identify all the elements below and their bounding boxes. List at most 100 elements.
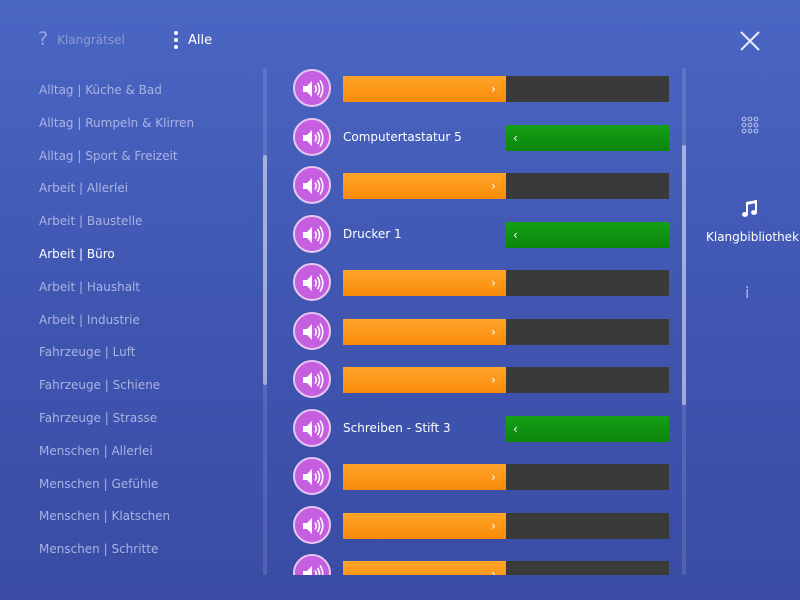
play-sound-button[interactable]	[293, 457, 331, 495]
speaker-icon	[303, 177, 324, 195]
grid-icon	[741, 116, 759, 134]
close-button[interactable]	[738, 29, 762, 53]
speaker-icon	[303, 419, 324, 438]
sound-library-label: Klangbibliothek	[706, 230, 799, 244]
category-item[interactable]: Arbeit | Allerlei	[39, 181, 129, 196]
reveal-answer-bar[interactable]: ›	[343, 464, 669, 490]
sound-name: Computertastatur 5	[343, 129, 462, 144]
filter-all-button[interactable]: Alle	[174, 31, 212, 49]
category-item[interactable]: Fahrzeuge | Luft	[39, 345, 136, 360]
sound-quiz-label: Klangrätsel	[57, 32, 125, 47]
header: ? Klangrätsel Alle	[0, 0, 800, 70]
reveal-bar-fill	[343, 173, 506, 199]
category-item[interactable]: Arbeit | Industrie	[39, 312, 140, 327]
chevron-left-icon: ‹	[513, 227, 518, 242]
reveal-bar-fill	[343, 512, 506, 539]
play-sound-button[interactable]	[293, 117, 331, 156]
nav-info-button[interactable]: i	[745, 283, 755, 303]
chevron-right-icon: ›	[491, 470, 496, 484]
reveal-answer-bar[interactable]: ›	[343, 512, 669, 539]
filter-all-label: Alle	[188, 32, 213, 48]
sound-row: ›	[290, 456, 675, 496]
category-item[interactable]: Fahrzeuge | Schiene	[39, 378, 161, 393]
chevron-left-icon: ‹	[513, 130, 518, 145]
chevron-right-icon: ›	[491, 324, 496, 339]
play-sound-button[interactable]	[293, 311, 331, 350]
speaker-icon	[303, 565, 324, 575]
reveal-bar-fill	[343, 464, 506, 490]
speaker-icon	[303, 322, 324, 341]
sound-row: ›	[290, 553, 675, 575]
reveal-bar-fill	[343, 318, 506, 345]
vertical-dots-icon	[174, 31, 178, 49]
reveal-answer-bar[interactable]: ›	[343, 76, 669, 102]
sound-name: Drucker 1	[343, 226, 402, 241]
sound-row: ›	[290, 165, 675, 205]
hide-answer-button[interactable]: ‹	[506, 221, 669, 248]
reveal-bar-fill	[343, 270, 506, 296]
chevron-right-icon: ›	[491, 276, 496, 290]
play-sound-button[interactable]	[293, 214, 331, 253]
category-item[interactable]: Menschen | Allerlei	[39, 443, 153, 458]
category-item[interactable]: Arbeit | Baustelle	[39, 214, 143, 229]
speaker-icon	[303, 516, 324, 535]
reveal-answer-bar[interactable]: ›	[343, 173, 669, 199]
category-scrollbar-thumb[interactable]	[263, 155, 267, 385]
category-scrollbar-track[interactable]	[263, 68, 267, 575]
play-sound-button[interactable]	[293, 505, 331, 544]
sound-name: Schreiben - Stift 3	[343, 420, 451, 435]
sound-quiz-tab[interactable]: ? Klangrätsel	[38, 30, 125, 49]
question-mark-icon: ?	[38, 28, 49, 50]
speaker-icon	[303, 80, 324, 98]
category-item[interactable]: Arbeit | Haushalt	[39, 279, 141, 294]
sound-row: ›	[290, 311, 675, 351]
reveal-bar-fill	[343, 367, 506, 393]
speaker-icon	[303, 371, 324, 389]
category-item[interactable]: Menschen | Schritte	[39, 542, 159, 557]
nav-grid-button[interactable]	[741, 116, 759, 134]
play-sound-button[interactable]	[293, 554, 331, 575]
category-item[interactable]: Menschen | Klatschen	[39, 509, 171, 524]
reveal-answer-bar[interactable]: ›	[343, 270, 669, 296]
reveal-bar-fill	[343, 76, 506, 102]
reveal-answer-bar[interactable]: ›	[343, 367, 669, 393]
chevron-right-icon: ›	[491, 82, 496, 96]
speaker-icon	[303, 274, 324, 292]
sound-row: ›	[290, 505, 675, 545]
info-icon: i	[745, 283, 750, 302]
sound-row: Drucker 1 ‹	[290, 214, 675, 254]
play-sound-button[interactable]	[293, 69, 331, 107]
hide-answer-button[interactable]: ‹	[506, 415, 669, 442]
sound-list: › Computertastatur 5 ‹ › Drucker 1 ‹ › › › Schrei…	[290, 68, 675, 575]
nav-sound-library[interactable]: Klangbibliothek	[700, 197, 800, 247]
category-item[interactable]: Fahrzeuge | Strasse	[39, 411, 158, 425]
play-sound-button[interactable]	[293, 408, 331, 447]
chevron-right-icon: ›	[491, 567, 496, 575]
reveal-bar-fill	[343, 561, 506, 575]
sound-list-scrollbar-thumb[interactable]	[682, 145, 686, 405]
reveal-answer-bar[interactable]: ›	[343, 561, 669, 575]
close-icon	[740, 31, 760, 51]
sound-row: ›	[290, 68, 675, 108]
play-sound-button[interactable]	[293, 166, 331, 204]
category-item[interactable]: Menschen | Gefühle	[39, 476, 159, 491]
chevron-right-icon: ›	[491, 518, 496, 533]
sound-list-scrollbar-track[interactable]	[682, 68, 686, 575]
speaker-icon	[303, 225, 324, 244]
hide-answer-button[interactable]: ‹	[506, 124, 669, 151]
sound-row: ›	[290, 262, 675, 302]
category-item[interactable]: Arbeit | Büro	[39, 247, 115, 261]
category-item[interactable]: Alltag | Rumpeln & Klirren	[39, 115, 195, 130]
sound-row: ›	[290, 359, 675, 399]
chevron-right-icon: ›	[491, 373, 496, 387]
play-sound-button[interactable]	[293, 360, 331, 398]
speaker-icon	[303, 468, 324, 486]
play-sound-button[interactable]	[293, 263, 331, 301]
sound-row: Computertastatur 5 ‹	[290, 117, 675, 157]
music-note-icon	[742, 200, 757, 217]
category-item[interactable]: Alltag | Küche & Bad	[39, 83, 162, 97]
category-item[interactable]: Alltag | Sport & Freizeit	[39, 148, 178, 163]
reveal-answer-bar[interactable]: ›	[343, 318, 669, 345]
chevron-right-icon: ›	[491, 179, 496, 193]
category-list: Alltag | Küche & Bad Alltag | Rumpeln & K…	[0, 75, 262, 575]
